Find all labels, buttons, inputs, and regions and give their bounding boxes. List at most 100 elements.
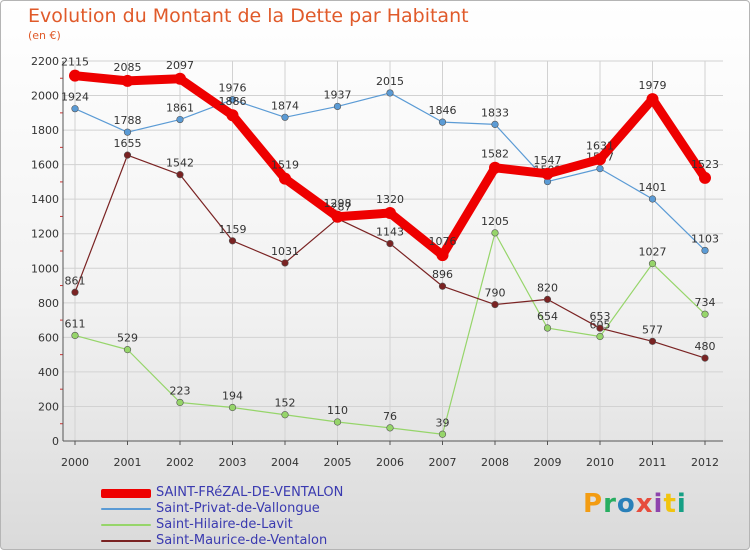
y-tick-label: 600 (38, 331, 59, 344)
data-point (491, 300, 499, 309)
data-point (71, 105, 79, 113)
data-point (123, 346, 132, 354)
data-label: 1320 (376, 193, 404, 206)
x-tick-label: 2008 (481, 456, 509, 469)
data-label: 1937 (324, 88, 352, 101)
data-label: 2115 (61, 56, 89, 69)
data-point (71, 331, 79, 340)
data-point (438, 430, 447, 438)
data-point (436, 249, 449, 262)
data-label: 1631 (586, 139, 614, 152)
data-point (176, 115, 184, 124)
legend-swatch (101, 508, 151, 510)
data-label: 1886 (219, 95, 247, 108)
data-point (594, 153, 606, 166)
data-label: 480 (695, 340, 716, 353)
data-label: 1788 (114, 114, 142, 127)
data-point (174, 72, 186, 85)
data-point (648, 195, 657, 203)
y-tick-label: 0 (52, 435, 59, 448)
data-label: 1547 (534, 154, 562, 167)
data-label: 2097 (166, 59, 194, 72)
data-point (121, 74, 134, 87)
chart-title: Evolution du Montant de la Dette par Hab… (28, 5, 469, 27)
y-tick-label: 400 (38, 366, 59, 379)
data-label: 1076 (429, 235, 457, 248)
data-point (543, 295, 552, 303)
data-point (384, 207, 396, 219)
data-label: 1861 (166, 102, 194, 115)
data-point (386, 424, 394, 432)
data-label: 611 (65, 317, 86, 330)
legend-label: SAINT-FRéZAL-DE-VENTALON (156, 485, 344, 500)
series-0: 2115 2085 2097 1886 1519 1298 1320 1076 1582 1547… (61, 56, 719, 262)
x-tick-label: 2005 (324, 456, 352, 469)
y-tick-label: 800 (38, 297, 59, 310)
logo-letter: r (603, 489, 617, 519)
data-point (701, 246, 709, 255)
data-label: 1979 (639, 79, 667, 92)
data-label: 1298 (324, 197, 352, 210)
data-point (543, 324, 552, 332)
data-point (176, 171, 184, 179)
legend-swatch (101, 488, 151, 498)
x-tick-label: 2000 (61, 456, 89, 469)
x-tick-label: 2003 (219, 456, 247, 469)
data-label: 790 (485, 287, 506, 300)
data-label: 1027 (639, 246, 667, 259)
y-tick-label: 1000 (31, 262, 59, 275)
legend-label: Saint-Hilaire-de-Lavit (156, 517, 293, 532)
data-point (386, 239, 394, 248)
data-label: 76 (383, 410, 397, 423)
series-2: 611529223194152110763912056546051027734 (65, 215, 716, 438)
data-point (228, 403, 237, 412)
x-tick-label: 2006 (376, 456, 404, 469)
x-tick-label: 2011 (639, 456, 667, 469)
data-point (71, 288, 79, 296)
chart-unit-label: (en €) (28, 29, 61, 42)
data-label: 820 (537, 281, 558, 294)
data-label: 1976 (219, 82, 247, 95)
data-point (541, 167, 554, 180)
data-label: 734 (695, 296, 716, 309)
data-point (176, 398, 184, 407)
data-label: 1401 (639, 181, 667, 194)
data-label: 1143 (376, 226, 404, 239)
data-label: 654 (537, 310, 558, 323)
y-tick-label: 1600 (31, 159, 59, 172)
data-label: 1542 (166, 157, 194, 170)
logo-letter: i (653, 489, 664, 519)
y-tick-label: 1800 (31, 124, 59, 137)
data-label: 896 (432, 268, 453, 281)
data-point (701, 354, 709, 362)
data-label: 1103 (691, 232, 719, 245)
data-label: 1874 (271, 99, 299, 112)
y-tick-label: 2000 (31, 90, 59, 103)
data-point (69, 69, 81, 82)
logo-letter: x (635, 489, 654, 519)
data-label: 1159 (219, 223, 247, 236)
data-label: 1031 (271, 245, 299, 258)
legend-label: Saint-Maurice-de-Ventalon (156, 533, 328, 548)
x-tick-label: 2007 (429, 456, 457, 469)
logo-letter: t (663, 489, 677, 519)
logo-letter: i (676, 489, 687, 519)
x-tick-label: 2001 (114, 456, 142, 469)
data-label: 1833 (481, 106, 509, 119)
data-point (596, 165, 604, 173)
data-label: 1655 (114, 137, 142, 150)
data-label: 1924 (61, 91, 89, 104)
data-point (279, 172, 291, 185)
logo-letter: o (616, 489, 636, 519)
data-point (228, 237, 237, 245)
data-point (491, 229, 499, 237)
y-tick-label: 2200 (31, 55, 59, 68)
data-label: 39 (436, 416, 450, 429)
logo-letter: P (583, 489, 604, 519)
data-point (123, 128, 132, 136)
data-label: 2085 (114, 61, 142, 74)
legend-swatch (101, 524, 151, 526)
